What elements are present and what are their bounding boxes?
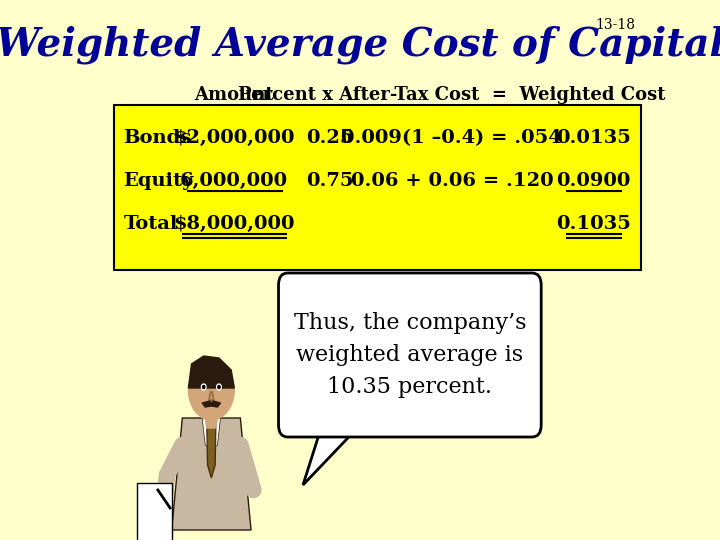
Polygon shape bbox=[202, 418, 220, 450]
Polygon shape bbox=[171, 418, 251, 530]
Text: Percent x After-Tax Cost  =  Weighted Cost: Percent x After-Tax Cost = Weighted Cost bbox=[238, 86, 665, 104]
Text: Bonds: Bonds bbox=[124, 129, 192, 147]
Text: 13-18: 13-18 bbox=[595, 18, 635, 32]
Polygon shape bbox=[202, 401, 220, 407]
Text: Equity: Equity bbox=[124, 172, 194, 190]
FancyBboxPatch shape bbox=[279, 273, 541, 437]
Circle shape bbox=[189, 360, 234, 420]
Polygon shape bbox=[323, 422, 359, 428]
Text: $8,000,000: $8,000,000 bbox=[174, 215, 295, 233]
Text: 0.0900: 0.0900 bbox=[556, 172, 630, 190]
Text: Weighted Average Cost of Capital: Weighted Average Cost of Capital bbox=[0, 26, 720, 64]
Polygon shape bbox=[303, 425, 360, 485]
Circle shape bbox=[218, 386, 220, 388]
Circle shape bbox=[202, 384, 206, 390]
Polygon shape bbox=[205, 418, 217, 428]
Polygon shape bbox=[189, 356, 234, 388]
FancyBboxPatch shape bbox=[114, 105, 642, 270]
Text: $2,000,000: $2,000,000 bbox=[174, 129, 295, 147]
Circle shape bbox=[202, 386, 205, 388]
Text: 0.009(1 –0.4) = .054: 0.009(1 –0.4) = .054 bbox=[341, 129, 562, 147]
Polygon shape bbox=[207, 420, 216, 478]
Circle shape bbox=[217, 384, 221, 390]
Text: Total: Total bbox=[124, 215, 178, 233]
Text: 6,000,000: 6,000,000 bbox=[180, 172, 288, 190]
Text: Amount: Amount bbox=[194, 86, 274, 104]
FancyBboxPatch shape bbox=[138, 483, 172, 540]
Text: 0.1035: 0.1035 bbox=[556, 215, 631, 233]
Text: 0.06 + 0.06 = .120: 0.06 + 0.06 = .120 bbox=[351, 172, 553, 190]
Text: 0.75: 0.75 bbox=[306, 172, 354, 190]
Text: Thus, the company’s
weighted average is
10.35 percent.: Thus, the company’s weighted average is … bbox=[294, 312, 526, 398]
Text: 0.0135: 0.0135 bbox=[556, 129, 631, 147]
Text: 0.25: 0.25 bbox=[306, 129, 354, 147]
